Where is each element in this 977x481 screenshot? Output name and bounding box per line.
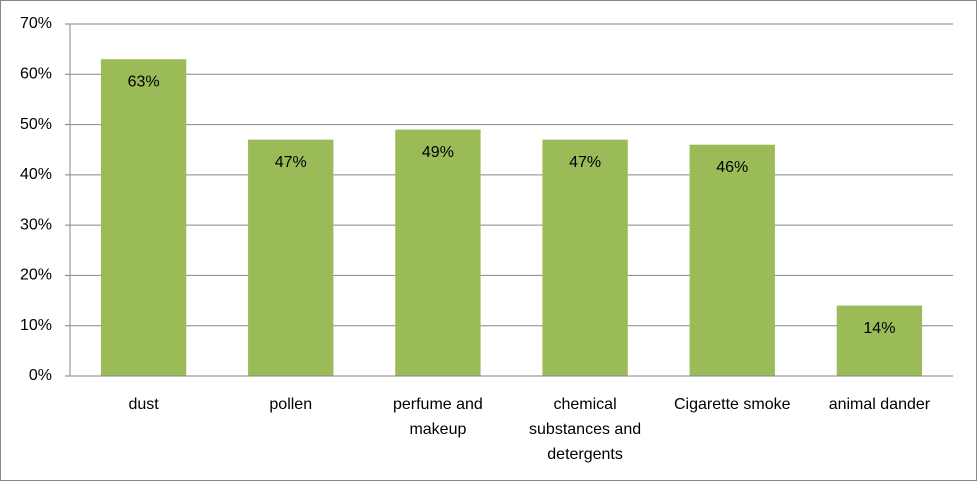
x-tick-label: chemical substances and detergents xyxy=(529,396,642,463)
x-tick-label: dust xyxy=(128,396,159,413)
bar xyxy=(395,129,481,376)
bar xyxy=(248,139,334,376)
x-tick-label: Cigarette smoke xyxy=(674,396,791,413)
y-tick-label: 40% xyxy=(20,166,52,183)
y-tick-label: 50% xyxy=(20,116,52,133)
bar xyxy=(542,139,628,376)
data-label: 47% xyxy=(275,154,307,171)
y-tick-label: 20% xyxy=(20,267,52,284)
bar xyxy=(689,144,775,376)
data-label: 63% xyxy=(128,73,160,90)
data-label: 49% xyxy=(422,144,454,161)
x-tick-label: perfume and makeup xyxy=(392,396,483,438)
bar xyxy=(100,59,187,376)
y-tick-label: 10% xyxy=(20,317,52,334)
bar xyxy=(836,305,923,376)
y-tick-label: 30% xyxy=(20,216,52,233)
y-tick-label: 0% xyxy=(29,367,52,384)
data-label: 47% xyxy=(569,154,601,171)
y-tick-label: 70% xyxy=(20,15,52,32)
x-tick-label: animal dander xyxy=(828,396,931,413)
data-label: 14% xyxy=(863,320,895,337)
x-tick-label: pollen xyxy=(269,396,313,413)
y-tick-label: 60% xyxy=(20,66,52,83)
data-label: 46% xyxy=(716,159,748,176)
